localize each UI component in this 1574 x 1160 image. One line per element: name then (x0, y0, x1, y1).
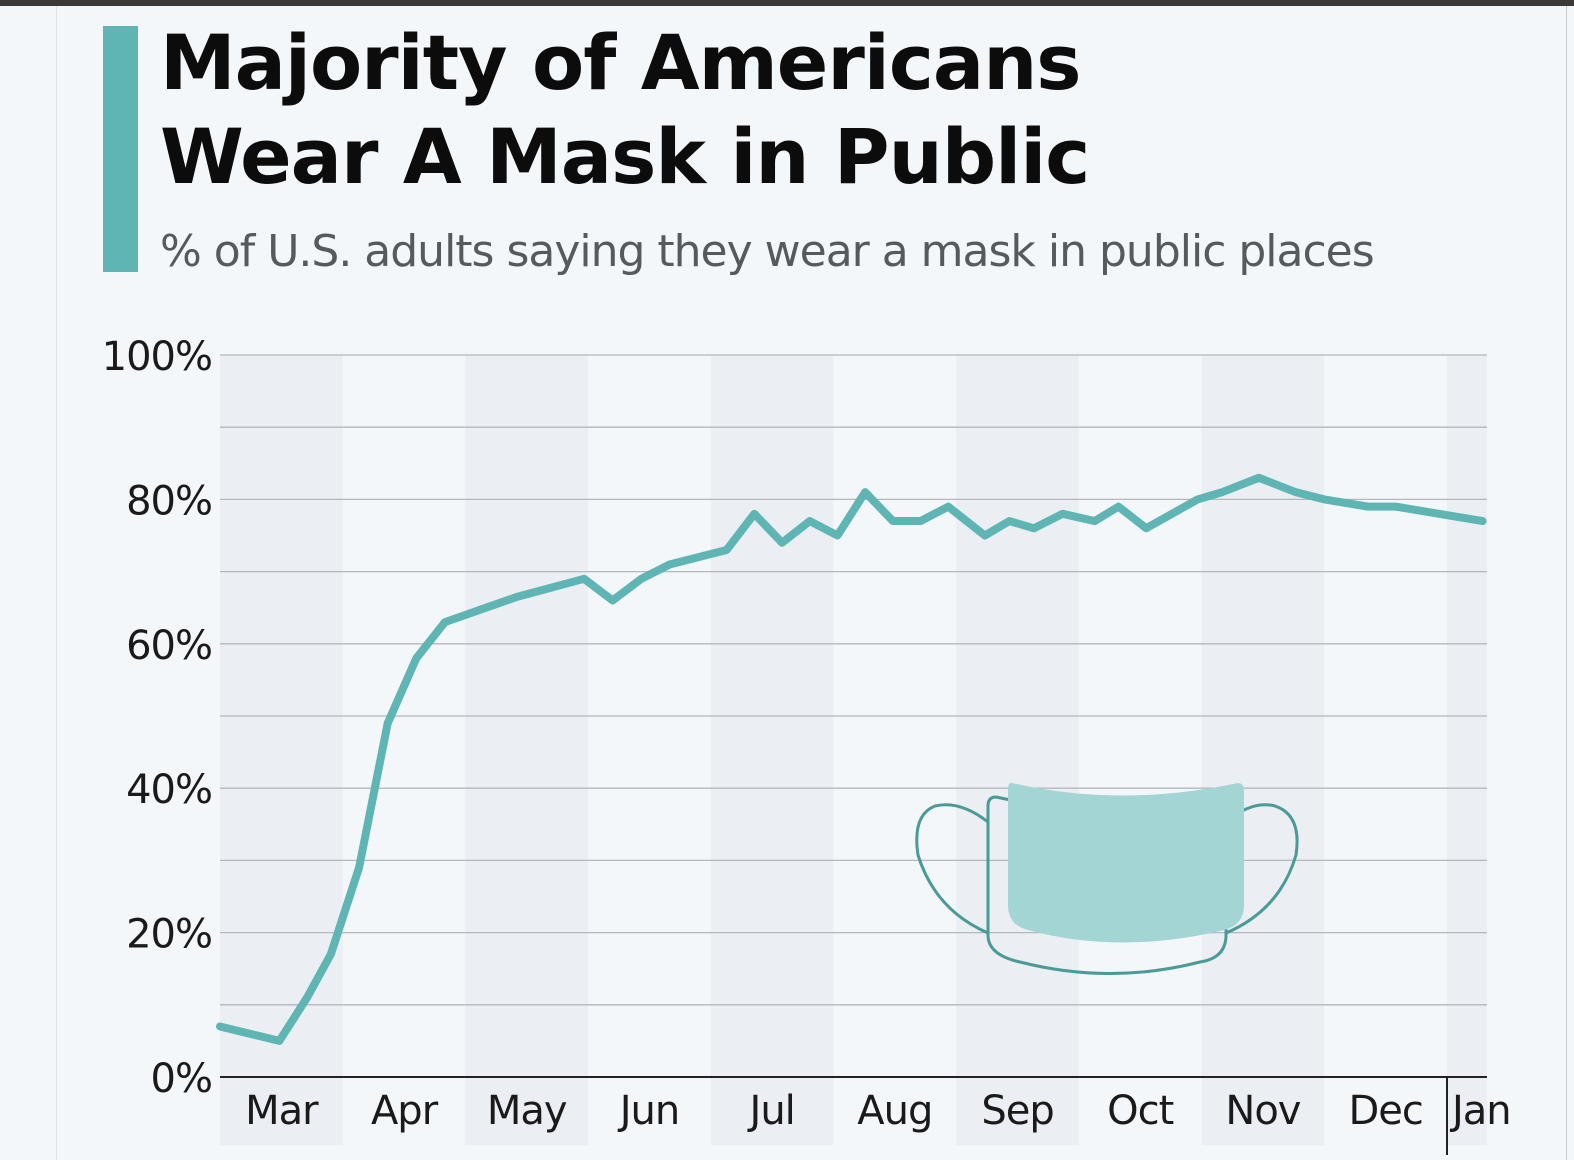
chart-title-line-1: Majority of Americans (160, 18, 1082, 107)
y-tick-label: 20% (126, 912, 212, 958)
y-tick-label: 80% (126, 478, 212, 524)
chart-subtitle: % of U.S. adults saying they wear a mask… (160, 226, 1375, 277)
title-accent-bar (103, 26, 138, 272)
x-tick-label: Oct (1107, 1088, 1173, 1134)
y-tick-label: 100% (102, 334, 212, 380)
x-tick-label: Sep (981, 1088, 1053, 1134)
mask-fill (1008, 782, 1244, 943)
x-tick-label: May (487, 1088, 567, 1134)
y-tick-label: 60% (126, 623, 212, 669)
chart-title: Majority of Americans Wear A Mask in Pub… (160, 16, 1090, 204)
x-tick-label: Jan (1449, 1088, 1511, 1134)
y-tick-label: 40% (126, 767, 212, 813)
y-tick-label: 0% (151, 1056, 212, 1102)
x-tick-label: Dec (1348, 1088, 1422, 1134)
month-band (710, 355, 834, 1145)
month-band (1447, 355, 1487, 1145)
x-tick-label: Mar (245, 1088, 319, 1134)
chart-title-line-2: Wear A Mask in Public (160, 112, 1090, 201)
x-tick-label: Aug (857, 1088, 932, 1134)
x-tick-label: Jun (617, 1088, 680, 1134)
month-band (465, 355, 589, 1145)
right-divider (1566, 6, 1567, 1160)
mask-ear-loop-right (1225, 803, 1299, 935)
window-top-bar (0, 0, 1574, 6)
month-band (956, 355, 1079, 1145)
x-tick-label: Jul (747, 1088, 795, 1134)
x-tick-label: Nov (1225, 1088, 1300, 1134)
left-divider (56, 6, 57, 1160)
x-tick-label: Apr (371, 1088, 439, 1134)
month-band (220, 355, 343, 1145)
month-band (1201, 355, 1325, 1145)
mask-ear-loop-left (915, 803, 989, 935)
